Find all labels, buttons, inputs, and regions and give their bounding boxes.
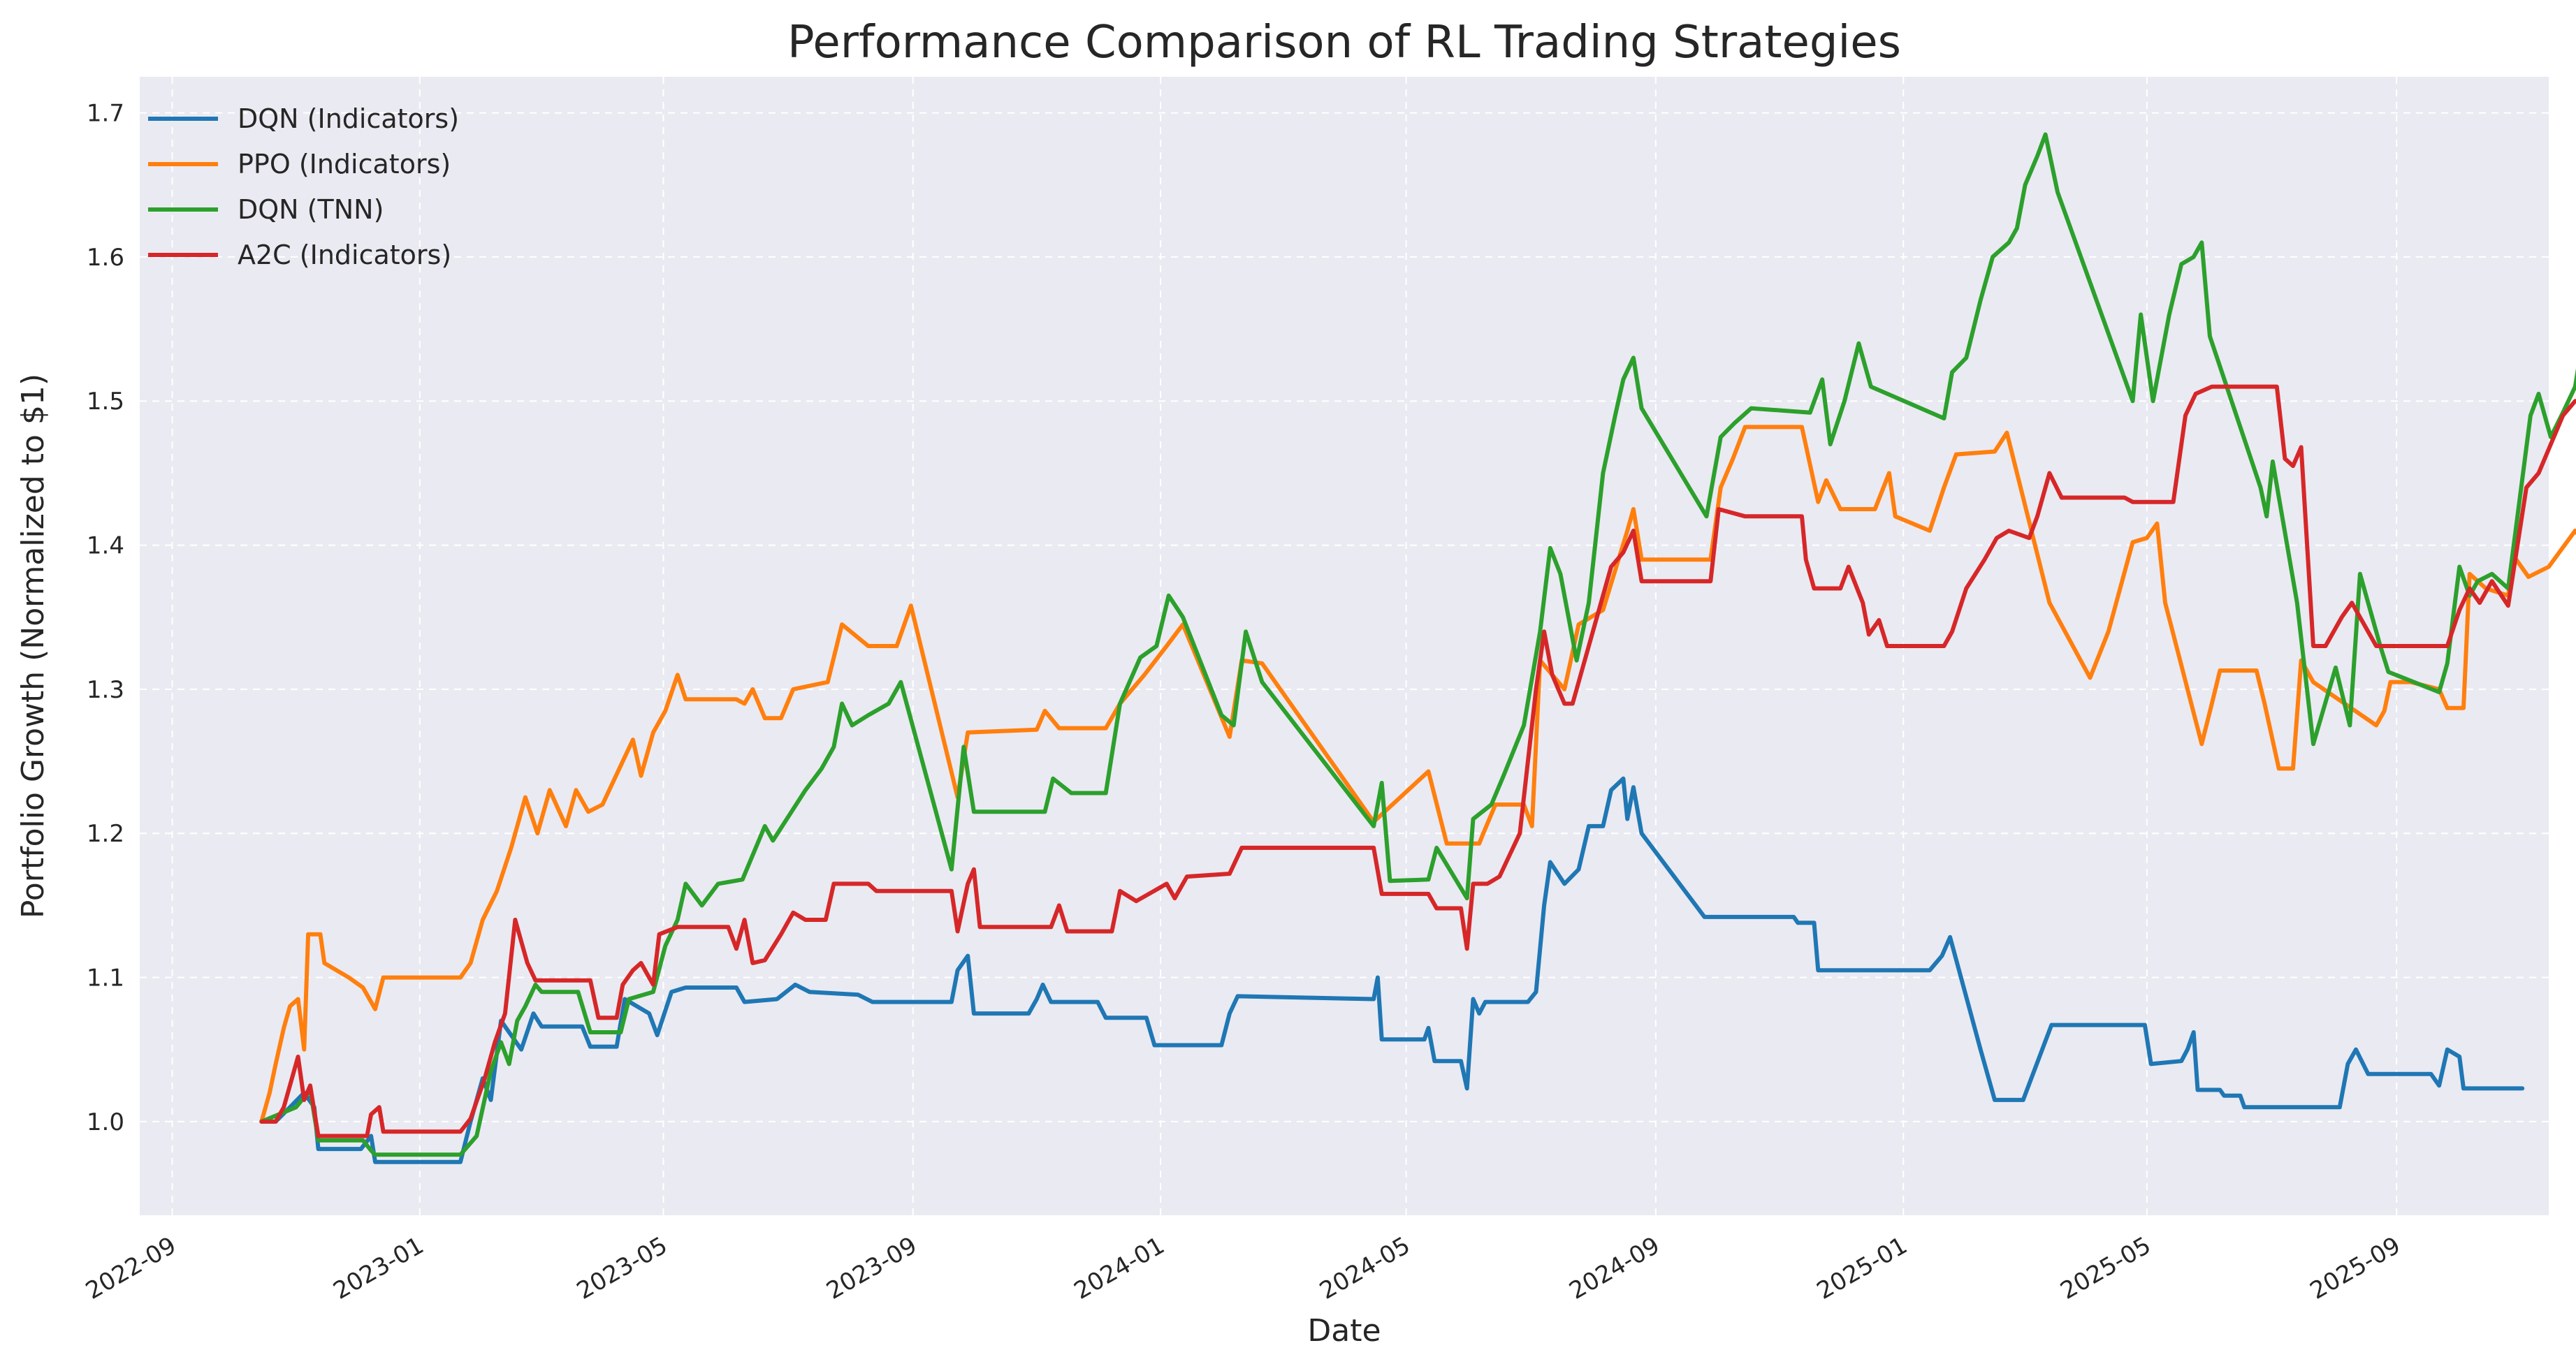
y-axis-label: Portfolio Growth (Normalized to $1): [15, 374, 51, 918]
series-line-4: [259, 384, 2576, 1138]
x-axis-label: Date: [1307, 1313, 1381, 1349]
series-line-3: [259, 132, 2576, 1157]
legend-label-2: PPO (Indicators): [238, 149, 451, 179]
series-line-2: [259, 425, 2576, 1124]
y-tick-labels: 1.0 1.1 1.2 1.3 1.4 1.5 1.6 1.7: [87, 100, 124, 1136]
y-tick-label: 1.0: [87, 1108, 124, 1136]
x-tick-label: 2023-01: [328, 1231, 428, 1305]
x-tick-label: 2024-01: [1070, 1231, 1170, 1305]
y-tick-label: 1.7: [87, 100, 124, 128]
y-tick-label: 1.4: [87, 532, 124, 560]
x-tick-label: 2025-01: [1812, 1231, 1912, 1305]
series-layer: [259, 132, 2576, 1164]
legend-label-1: DQN (Indicators): [238, 103, 459, 134]
x-tick-label: 2022-09: [81, 1231, 181, 1305]
series-line-1: [259, 776, 2525, 1164]
x-tick-label: 2024-05: [1315, 1231, 1415, 1305]
legend-label-3: DQN (TNN): [238, 194, 384, 225]
y-tick-label: 1.6: [87, 244, 124, 272]
y-tick-label: 1.3: [87, 676, 124, 704]
x-tick-label: 2023-05: [572, 1231, 672, 1305]
chart-title: Performance Comparison of RL Trading Str…: [787, 17, 1901, 68]
y-tick-label: 1.5: [87, 388, 124, 416]
x-tick-label: 2025-09: [2306, 1231, 2406, 1305]
x-tick-label: 2023-09: [822, 1231, 922, 1305]
legend-label-4: A2C (Indicators): [238, 240, 451, 270]
y-tick-label: 1.2: [87, 820, 124, 848]
x-tick-label: 2025-05: [2055, 1231, 2155, 1305]
legend: DQN (Indicators) PPO (Indicators) DQN (TNN…: [148, 103, 459, 270]
x-tick-label: 2024-09: [1564, 1231, 1664, 1305]
y-tick-label: 1.1: [87, 965, 124, 992]
x-tick-labels: 2022-09 2023-01 2023-05 2023-09 2024-01 2024-…: [81, 1231, 2406, 1305]
